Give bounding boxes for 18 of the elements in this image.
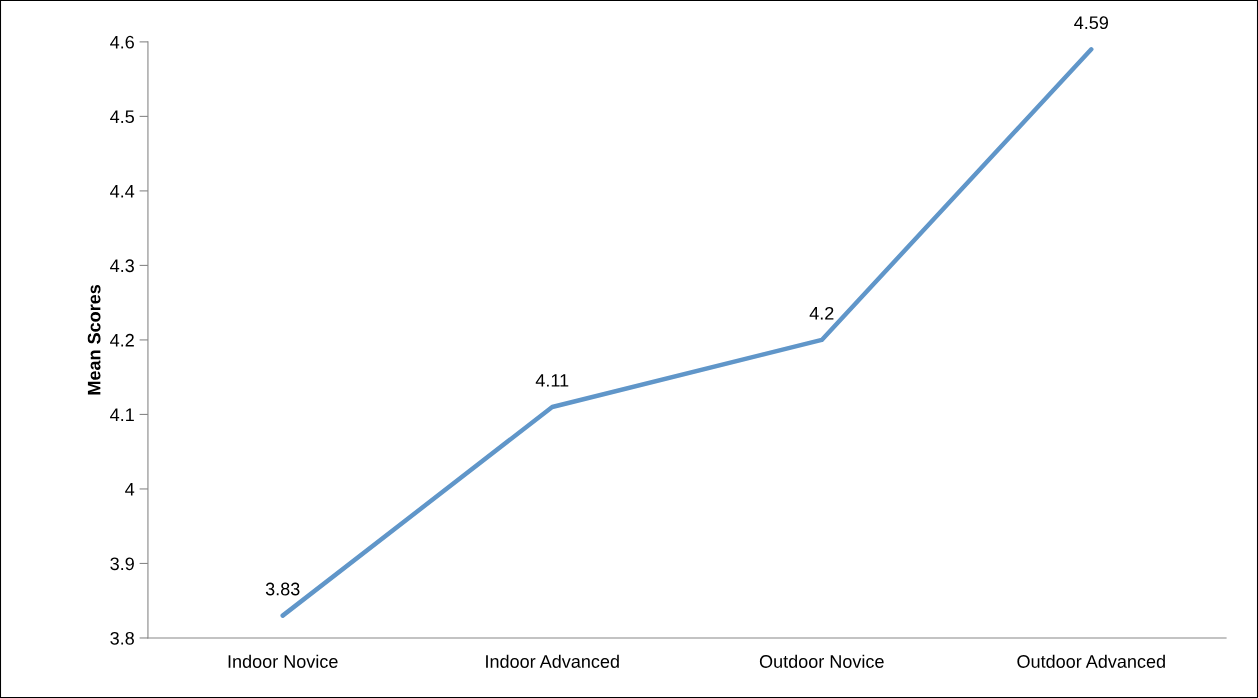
y-tick-label: 3.8 [110, 631, 134, 645]
y-tick-label: 4.6 [110, 35, 134, 49]
x-tick-label: Outdoor Advanced [1017, 654, 1165, 668]
y-tick-label: 4.2 [110, 333, 134, 347]
data-label: 4.2 [809, 306, 834, 320]
data-label: 4.11 [535, 374, 569, 387]
data-label: 3.83 [265, 582, 300, 596]
x-tick-label: Outdoor Novice [759, 654, 884, 668]
y-tick-label: 4.3 [110, 259, 134, 273]
y-tick-label: 4.4 [110, 185, 135, 198]
y-tick-label: 4.5 [110, 110, 134, 124]
x-tick-label: Indoor Novice [228, 654, 338, 668]
x-tick-label: Indoor Advanced [486, 654, 619, 668]
y-tick-label: 4 [125, 483, 135, 496]
y-axis-title: Mean Scores [87, 284, 101, 395]
y-tick-label: 4.1 [110, 408, 134, 421]
data-label: 4.59 [1074, 16, 1108, 30]
y-tick-label: 3.9 [110, 557, 134, 571]
